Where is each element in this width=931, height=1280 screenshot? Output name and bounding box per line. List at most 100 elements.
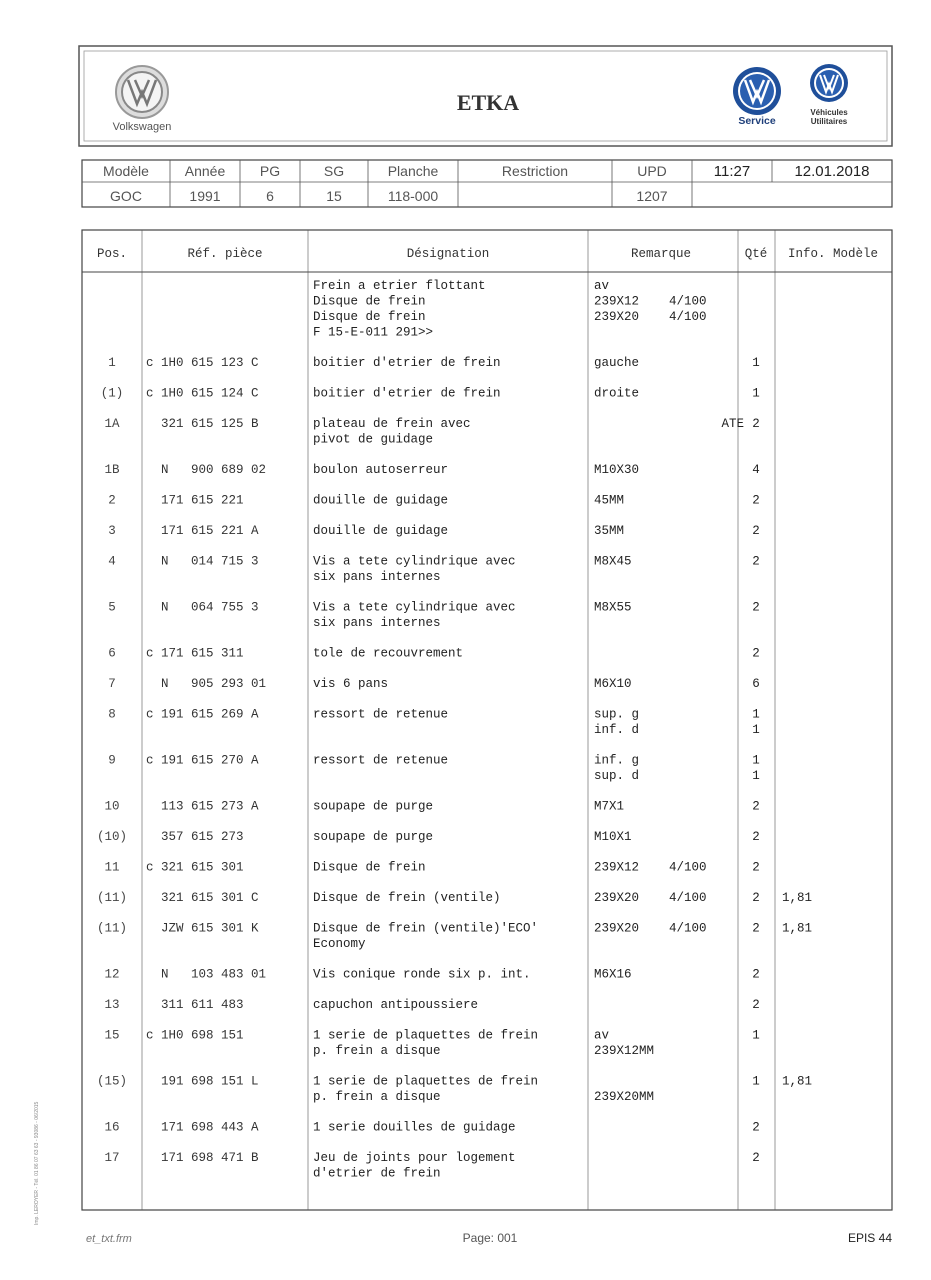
position: 12 (104, 968, 119, 982)
position: 1A (104, 417, 120, 431)
position: 13 (104, 998, 119, 1012)
column-header: Pos. (97, 247, 127, 261)
column-header: Qté (745, 247, 768, 261)
quantity: 2 (752, 922, 760, 936)
designation: Disque de frein (ventile) (313, 891, 501, 905)
part-ref: 321 615 125 B (146, 417, 259, 431)
brand: Volkswagen (113, 121, 172, 133)
position: 9 (108, 754, 116, 768)
designation: Disque de frein (313, 861, 426, 875)
column-header: Réf. pièce (187, 247, 262, 261)
model-info: 1,81 (782, 891, 812, 905)
column-header: Info. Modèle (788, 247, 878, 261)
remark: 239X20 4/100 (594, 891, 707, 905)
quantity: 1 (752, 708, 760, 722)
part-ref: 321 615 301 C (146, 891, 259, 905)
quantity: 2 (752, 998, 760, 1012)
part-ref: 171 698 443 A (146, 1121, 259, 1135)
position: (1) (101, 387, 124, 401)
date: 12.01.2018 (794, 163, 869, 180)
part-ref: 357 615 273 (146, 830, 244, 844)
designation: boitier d'etrier de frein (313, 356, 501, 370)
position: 6 (108, 647, 116, 661)
part-ref: c 1H0 615 124 C (146, 387, 259, 401)
part-ref: N 064 755 3 (146, 601, 259, 615)
designation: 1 serie douilles de guidage (313, 1121, 516, 1135)
quantity: 2 (752, 555, 760, 569)
remark: 35MM (594, 524, 624, 538)
field-label: Planche (388, 163, 439, 179)
quantity: 1 (752, 387, 760, 401)
remark: ATE (594, 417, 744, 431)
header-inner-frame (83, 50, 888, 142)
part-ref: N 103 483 01 (146, 968, 266, 982)
page-number: Page: 001 (463, 1231, 518, 1245)
part-ref: 171 615 221 (146, 494, 244, 508)
vw-logo (115, 65, 169, 119)
remark: M10X30 (594, 463, 639, 477)
quantity: 2 (752, 968, 760, 982)
quantity: 2 (752, 1151, 760, 1165)
remark: M7X1 (594, 800, 624, 814)
service-logo (733, 67, 781, 115)
utility-label: Utilitaires (811, 117, 848, 126)
field-value: 1991 (189, 188, 220, 204)
quantity: 2 (752, 417, 760, 431)
doc-title: ETKA (457, 90, 519, 115)
position: 3 (108, 524, 116, 538)
designation: soupape de purge (313, 830, 433, 844)
remark: M6X10 (594, 677, 632, 691)
parts-table: Pos. Réf. pièce Désignation Remarque Qté Info… (97, 230, 878, 1210)
field-label: Modèle (103, 163, 149, 179)
position: 11 (104, 861, 119, 875)
quantity: 1 (752, 769, 760, 783)
quantity: 1 (752, 1075, 760, 1089)
remark: sup. d (594, 769, 639, 783)
parts-frame (81, 229, 893, 1211)
model-info: 1,81 (782, 922, 812, 936)
remark: 239X20 4/100 (594, 922, 707, 936)
designation: douille de guidage (313, 494, 448, 508)
service-label: Service (738, 115, 776, 127)
remark: inf. d (594, 723, 639, 737)
field-label: SG (324, 163, 344, 179)
field-label: UPD (637, 163, 667, 179)
position: 4 (108, 555, 116, 569)
designation: Disque de frein (313, 310, 426, 324)
designation: douille de guidage (313, 524, 448, 538)
field-value: 6 (266, 188, 274, 204)
designation: F 15-E-011 291>> (313, 326, 433, 340)
quantity: 1 (752, 754, 760, 768)
designation: boitier d'etrier de frein (313, 387, 501, 401)
column-header: Remarque (631, 247, 691, 261)
position: 16 (104, 1121, 119, 1135)
time: 11:27 (714, 163, 750, 180)
part-ref: JZW 615 301 K (146, 922, 259, 936)
part-ref: c 171 615 311 (146, 647, 244, 661)
quantity: 2 (752, 861, 760, 875)
quantity: 2 (752, 830, 760, 844)
designation: p. frein a disque (313, 1090, 441, 1104)
quantity: 2 (752, 494, 760, 508)
position: 5 (108, 601, 116, 615)
model-info: 1,81 (782, 1075, 812, 1089)
position: 1 (108, 356, 116, 370)
info-table: Modèle GOC Année 1991 PG 6 SG 15 Planche 118-000 R… (82, 160, 892, 207)
part-ref: c 1H0 698 151 (146, 1029, 244, 1043)
info-frame (81, 159, 893, 208)
remark: av (594, 1029, 610, 1043)
quantity: 2 (752, 800, 760, 814)
position: 2 (108, 494, 116, 508)
remark: inf. g (594, 754, 639, 768)
quantity: 4 (752, 463, 760, 477)
designation: pivot de guidage (313, 433, 433, 447)
quantity: 2 (752, 647, 760, 661)
quantity: 2 (752, 524, 760, 538)
designation: Vis conique ronde six p. int. (313, 968, 531, 982)
quantity: 2 (752, 601, 760, 615)
field-label: Année (185, 163, 226, 179)
field-value: 118-000 (388, 188, 439, 204)
part-ref: c 191 615 270 A (146, 754, 259, 768)
field-value: 15 (326, 188, 342, 204)
